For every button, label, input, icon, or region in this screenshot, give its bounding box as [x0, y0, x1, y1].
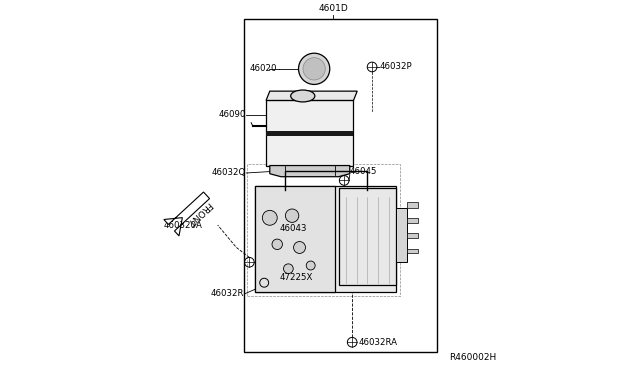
Bar: [406, 233, 418, 238]
Ellipse shape: [291, 90, 315, 102]
Text: 46032RA: 46032RA: [359, 338, 398, 347]
Text: 4601D: 4601D: [318, 4, 348, 13]
Text: 46043: 46043: [279, 224, 307, 233]
Bar: [255, 186, 396, 292]
Polygon shape: [266, 91, 357, 100]
Text: 46090: 46090: [218, 110, 246, 119]
Polygon shape: [266, 100, 353, 166]
Text: R460002H: R460002H: [449, 353, 497, 362]
Bar: [244, 19, 437, 352]
Text: 47225X: 47225X: [279, 273, 312, 282]
Text: FRONT: FRONT: [185, 199, 213, 227]
Circle shape: [303, 58, 325, 80]
Bar: [396, 208, 406, 262]
Text: 46045: 46045: [349, 167, 377, 176]
Circle shape: [285, 209, 299, 222]
Bar: [406, 202, 418, 208]
Circle shape: [272, 239, 282, 250]
Text: 46032R: 46032R: [210, 289, 244, 298]
Polygon shape: [164, 192, 209, 236]
Text: 460320A: 460320A: [164, 221, 203, 230]
Circle shape: [294, 241, 305, 253]
Polygon shape: [270, 166, 349, 177]
Bar: [266, 131, 353, 136]
Circle shape: [306, 261, 315, 270]
Bar: [339, 188, 396, 285]
Text: 46032P: 46032P: [380, 62, 412, 71]
Circle shape: [262, 211, 277, 225]
Bar: [406, 218, 418, 223]
Circle shape: [284, 264, 293, 273]
Text: 46020: 46020: [250, 64, 277, 73]
Bar: [406, 249, 418, 253]
Circle shape: [298, 53, 330, 84]
Text: 46032Q: 46032Q: [211, 169, 246, 177]
Bar: [255, 186, 335, 292]
